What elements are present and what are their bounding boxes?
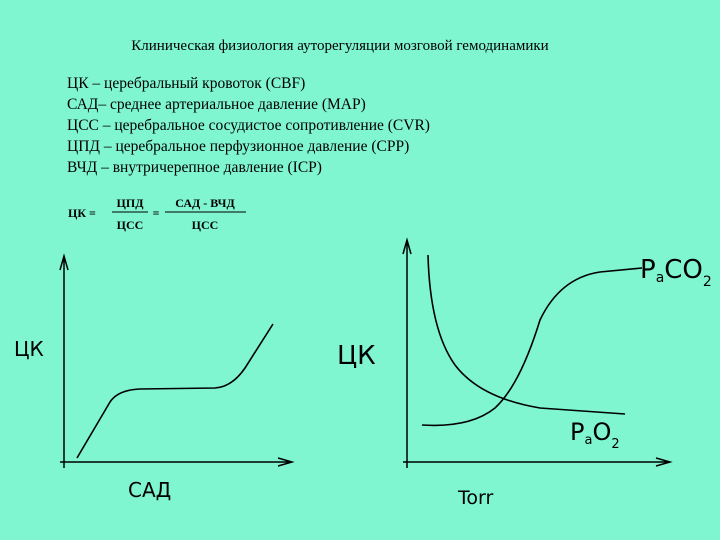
- denominator: ЦСС: [117, 218, 144, 232]
- equals: =: [153, 206, 160, 220]
- x-label: Torr: [457, 487, 493, 509]
- paco2-curve: [421, 267, 643, 427]
- left-graph: ЦК САД: [14, 253, 295, 502]
- curve: [76, 323, 274, 459]
- definition: ЦК – церебральный кровоток (CBF): [67, 75, 305, 92]
- definition: САД– среднее артериальное давление (MAP): [67, 96, 366, 113]
- axes: [59, 253, 295, 468]
- label-part: CO: [664, 255, 703, 285]
- definition: ВЧД – внутричерепное давление (ICP): [67, 159, 322, 176]
- axes: [402, 237, 673, 468]
- label-part: 2: [611, 437, 619, 452]
- pao2-label: PaO2: [570, 418, 620, 452]
- pao2-curve: [427, 254, 626, 415]
- label-part: 2: [703, 274, 712, 290]
- title: Клиническая физиология ауторегуляции моз…: [131, 38, 548, 54]
- paco2-label: PaCO2: [640, 255, 712, 290]
- denominator: ЦСС: [192, 218, 219, 232]
- numerator: ЦПД: [117, 196, 145, 210]
- label-part: P: [570, 418, 584, 446]
- formula: ЦК = ЦПД ЦСС = САД - ВЧД ЦСС: [68, 196, 246, 232]
- label-part: a: [656, 270, 665, 286]
- definition: ЦПД – церебральное перфузионное давление…: [67, 138, 409, 155]
- y-label: ЦК: [337, 341, 376, 371]
- definition: ЦСС – церебральное сосудистое сопротивле…: [67, 117, 430, 134]
- label-part: a: [584, 433, 592, 448]
- formula-lhs: ЦК =: [68, 206, 96, 220]
- right-graph: ЦК Torr PaCO2 PaO2: [337, 237, 712, 509]
- definitions: ЦК – церебральный кровоток (CBF) САД– ср…: [67, 75, 430, 176]
- label-part: O: [592, 418, 611, 446]
- y-label: ЦК: [14, 337, 44, 361]
- numerator: САД - ВЧД: [175, 196, 235, 210]
- x-label: САД: [128, 478, 171, 502]
- label-part: P: [640, 255, 656, 285]
